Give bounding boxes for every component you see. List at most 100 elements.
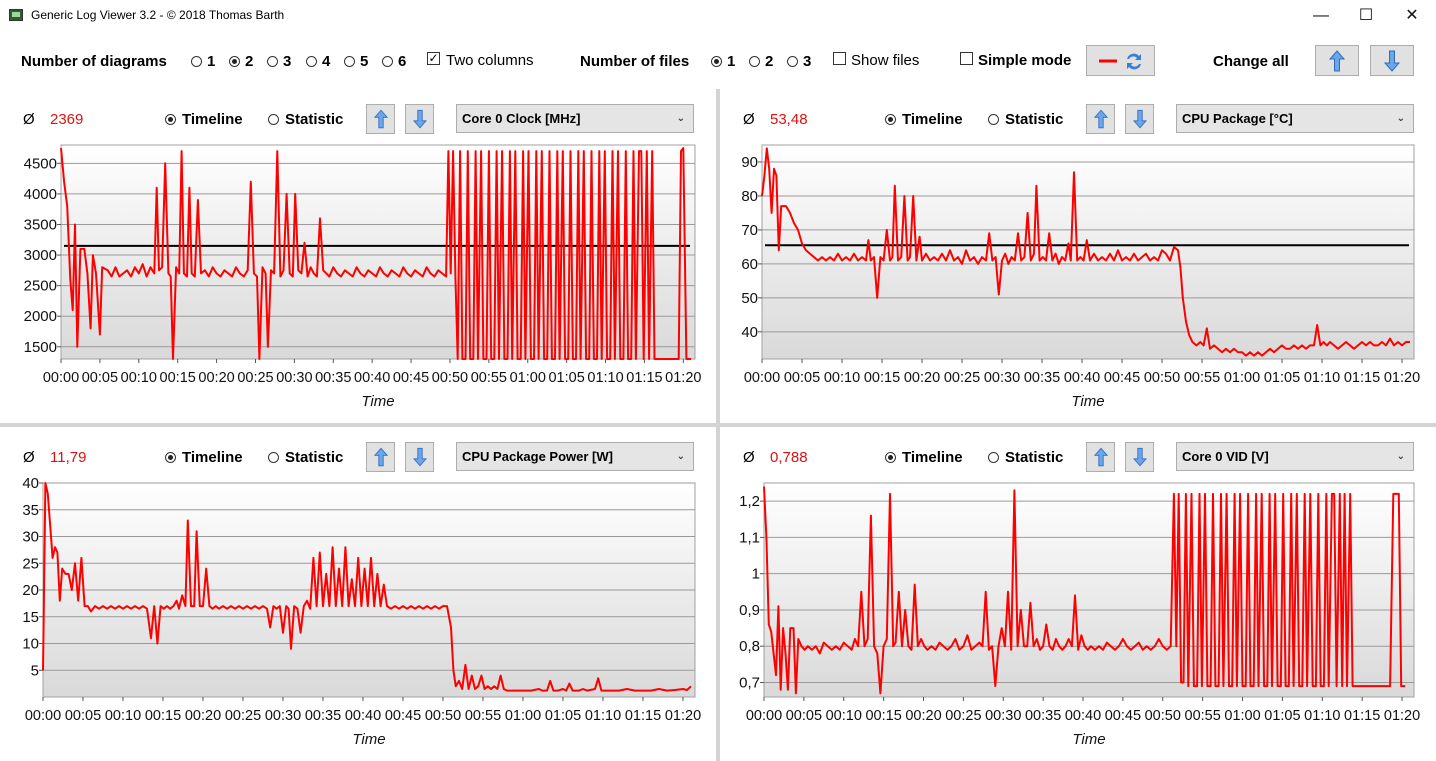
y-tick-label: 1 — [752, 566, 760, 583]
x-tick-label: 00:45 — [1105, 708, 1141, 724]
refresh-icon — [1099, 53, 1141, 70]
y-tick-label: 1500 — [24, 339, 57, 356]
move-all-up-button[interactable] — [1315, 45, 1359, 76]
diagram-radio-6[interactable] — [382, 56, 393, 67]
move-down-button[interactable] — [405, 442, 434, 472]
timeline-label: Timeline — [182, 449, 243, 466]
arrow-down-icon — [412, 447, 427, 467]
y-tick-label: 35 — [22, 502, 39, 519]
row-splitter[interactable] — [0, 423, 1436, 427]
y-tick-label: 50 — [741, 290, 758, 307]
y-tick-label: 15 — [22, 609, 39, 626]
move-all-down-button[interactable] — [1370, 45, 1414, 76]
x-tick-label: 00:10 — [826, 708, 862, 724]
arrow-up-icon — [1093, 447, 1108, 467]
statistic-radio[interactable] — [268, 114, 279, 125]
timeline-radio[interactable] — [165, 114, 176, 125]
y-tick-label: 80 — [741, 188, 758, 205]
minimize-button[interactable]: — — [1313, 7, 1329, 24]
x-tick-label: 01:10 — [1304, 370, 1340, 386]
x-tick-label: 01:05 — [1264, 708, 1300, 724]
x-tick-label: 00:25 — [944, 370, 980, 386]
chevron-down-icon: ⌄ — [1396, 451, 1405, 462]
sensor-select[interactable]: CPU Package Power [W] ⌄ — [456, 442, 694, 471]
x-tick-label: 00:10 — [824, 370, 860, 386]
x-tick-label: 01:15 — [1344, 370, 1380, 386]
maximize-button[interactable]: ☐ — [1358, 7, 1374, 24]
x-tick-label: 00:00 — [25, 708, 61, 724]
sensor-select[interactable]: CPU Package [°C] ⌄ — [1176, 104, 1414, 133]
average-value: 53,48 — [770, 111, 808, 128]
x-tick-label: 00:30 — [984, 370, 1020, 386]
diagram-radio-5[interactable] — [344, 56, 355, 67]
x-tick-label: 00:50 — [1145, 708, 1181, 724]
series-line — [763, 486, 1406, 695]
x-tick-label: 00:20 — [185, 708, 221, 724]
arrow-down-icon — [412, 109, 427, 129]
x-tick-label: 00:45 — [393, 370, 429, 386]
statistic-radio[interactable] — [988, 114, 999, 125]
file-radio-2[interactable] — [749, 56, 760, 67]
x-tick-label: 00:15 — [160, 370, 196, 386]
timeline-radio[interactable] — [885, 452, 896, 463]
y-tick-label: 70 — [741, 222, 758, 239]
sensor-select[interactable]: Core 0 VID [V] ⌄ — [1176, 442, 1414, 471]
sensor-select-value: CPU Package [°C] — [1182, 111, 1293, 126]
x-tick-label: 00:50 — [1144, 370, 1180, 386]
diagram-radio-4[interactable] — [306, 56, 317, 67]
toolbar: Number of diagrams 1 2 3 4 5 6 ✓ Two col… — [0, 31, 1436, 89]
y-tick-label: 2000 — [24, 308, 57, 325]
diagram-option-4: 4 — [322, 53, 331, 70]
file-option-3: 3 — [803, 53, 812, 70]
chevron-down-icon: ⌄ — [1396, 113, 1405, 124]
statistic-radio[interactable] — [988, 452, 999, 463]
x-tick-label: 00:15 — [865, 708, 901, 724]
statistic-radio[interactable] — [268, 452, 279, 463]
file-radio-1[interactable] — [711, 56, 722, 67]
arrow-up-icon — [1329, 49, 1345, 71]
x-tick-label: 00:05 — [82, 370, 118, 386]
two-columns-checkbox[interactable]: ✓ — [427, 51, 440, 65]
chevron-down-icon: ⌄ — [676, 113, 685, 124]
diagram-option-3: 3 — [283, 53, 292, 70]
x-axis-label: Time — [352, 731, 385, 748]
move-up-button[interactable] — [1086, 104, 1115, 134]
arrow-up-icon — [373, 447, 388, 467]
move-down-button[interactable] — [405, 104, 434, 134]
move-up-button[interactable] — [366, 104, 395, 134]
x-tick-label: 01:15 — [626, 370, 662, 386]
show-files-checkbox[interactable] — [833, 52, 846, 65]
x-tick-label: 01:20 — [665, 370, 701, 386]
diagram-radio-2[interactable] — [229, 56, 240, 67]
timeline-radio[interactable] — [165, 452, 176, 463]
x-tick-label: 01:00 — [1224, 708, 1260, 724]
move-up-button[interactable] — [366, 442, 395, 472]
diagram-option-2: 2 — [245, 53, 254, 70]
x-tick-label: 00:25 — [945, 708, 981, 724]
timeline-radio[interactable] — [885, 114, 896, 125]
sensor-select-value: Core 0 VID [V] — [1182, 449, 1269, 464]
close-button[interactable]: ✕ — [1405, 7, 1419, 24]
move-down-button[interactable] — [1125, 442, 1154, 472]
average-symbol: Ø — [743, 111, 755, 128]
diagram-radio-1[interactable] — [191, 56, 202, 67]
x-tick-label: 01:05 — [548, 370, 584, 386]
diagram-option-1: 1 — [207, 53, 216, 70]
chart-core-vid: 0,70,80,911,11,200:00 00:05 00:10 00:15 00:2… — [739, 482, 1420, 748]
x-tick-label: 01:15 — [1344, 708, 1380, 724]
move-down-button[interactable] — [1125, 104, 1154, 134]
file-radio-3[interactable] — [787, 56, 798, 67]
simple-mode-checkbox[interactable] — [960, 52, 973, 65]
sensor-select[interactable]: Core 0 Clock [MHz] ⌄ — [456, 104, 694, 133]
x-tick-label: 00:35 — [315, 370, 351, 386]
line-style-button[interactable] — [1086, 45, 1155, 76]
x-tick-label: 01:20 — [665, 708, 701, 724]
move-up-button[interactable] — [1086, 442, 1115, 472]
y-tick-label: 1,1 — [739, 529, 760, 546]
y-tick-label: 3500 — [24, 216, 57, 233]
average-value: 2369 — [50, 111, 84, 128]
x-tick-label: 00:40 — [1065, 708, 1101, 724]
x-tick-label: 00:35 — [305, 708, 341, 724]
x-tick-label: 00:20 — [904, 370, 940, 386]
diagram-radio-3[interactable] — [267, 56, 278, 67]
